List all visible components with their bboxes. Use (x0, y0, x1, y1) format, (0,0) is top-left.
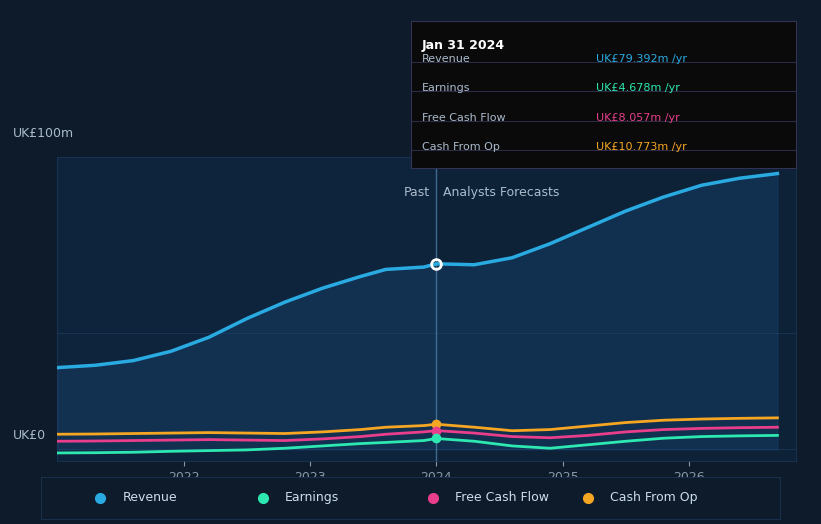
Text: Earnings: Earnings (285, 492, 339, 504)
Text: Free Cash Flow: Free Cash Flow (455, 492, 548, 504)
Text: Revenue: Revenue (422, 54, 470, 64)
Text: Free Cash Flow: Free Cash Flow (422, 113, 506, 123)
Text: Cash From Op: Cash From Op (610, 492, 698, 504)
Text: Past: Past (404, 187, 430, 200)
Text: UK£79.392m /yr: UK£79.392m /yr (596, 54, 686, 64)
Text: Cash From Op: Cash From Op (422, 142, 500, 152)
Text: UK£8.057m /yr: UK£8.057m /yr (596, 113, 680, 123)
Text: UK£4.678m /yr: UK£4.678m /yr (596, 83, 680, 93)
Text: Earnings: Earnings (422, 83, 470, 93)
Text: Jan 31 2024: Jan 31 2024 (422, 39, 505, 51)
Bar (57, 157, 437, 461)
Text: Revenue: Revenue (122, 492, 177, 504)
Text: UK£100m: UK£100m (13, 127, 74, 140)
Text: UK£0: UK£0 (13, 429, 46, 442)
Text: Analysts Forecasts: Analysts Forecasts (443, 187, 559, 200)
Text: UK£10.773m /yr: UK£10.773m /yr (596, 142, 686, 152)
